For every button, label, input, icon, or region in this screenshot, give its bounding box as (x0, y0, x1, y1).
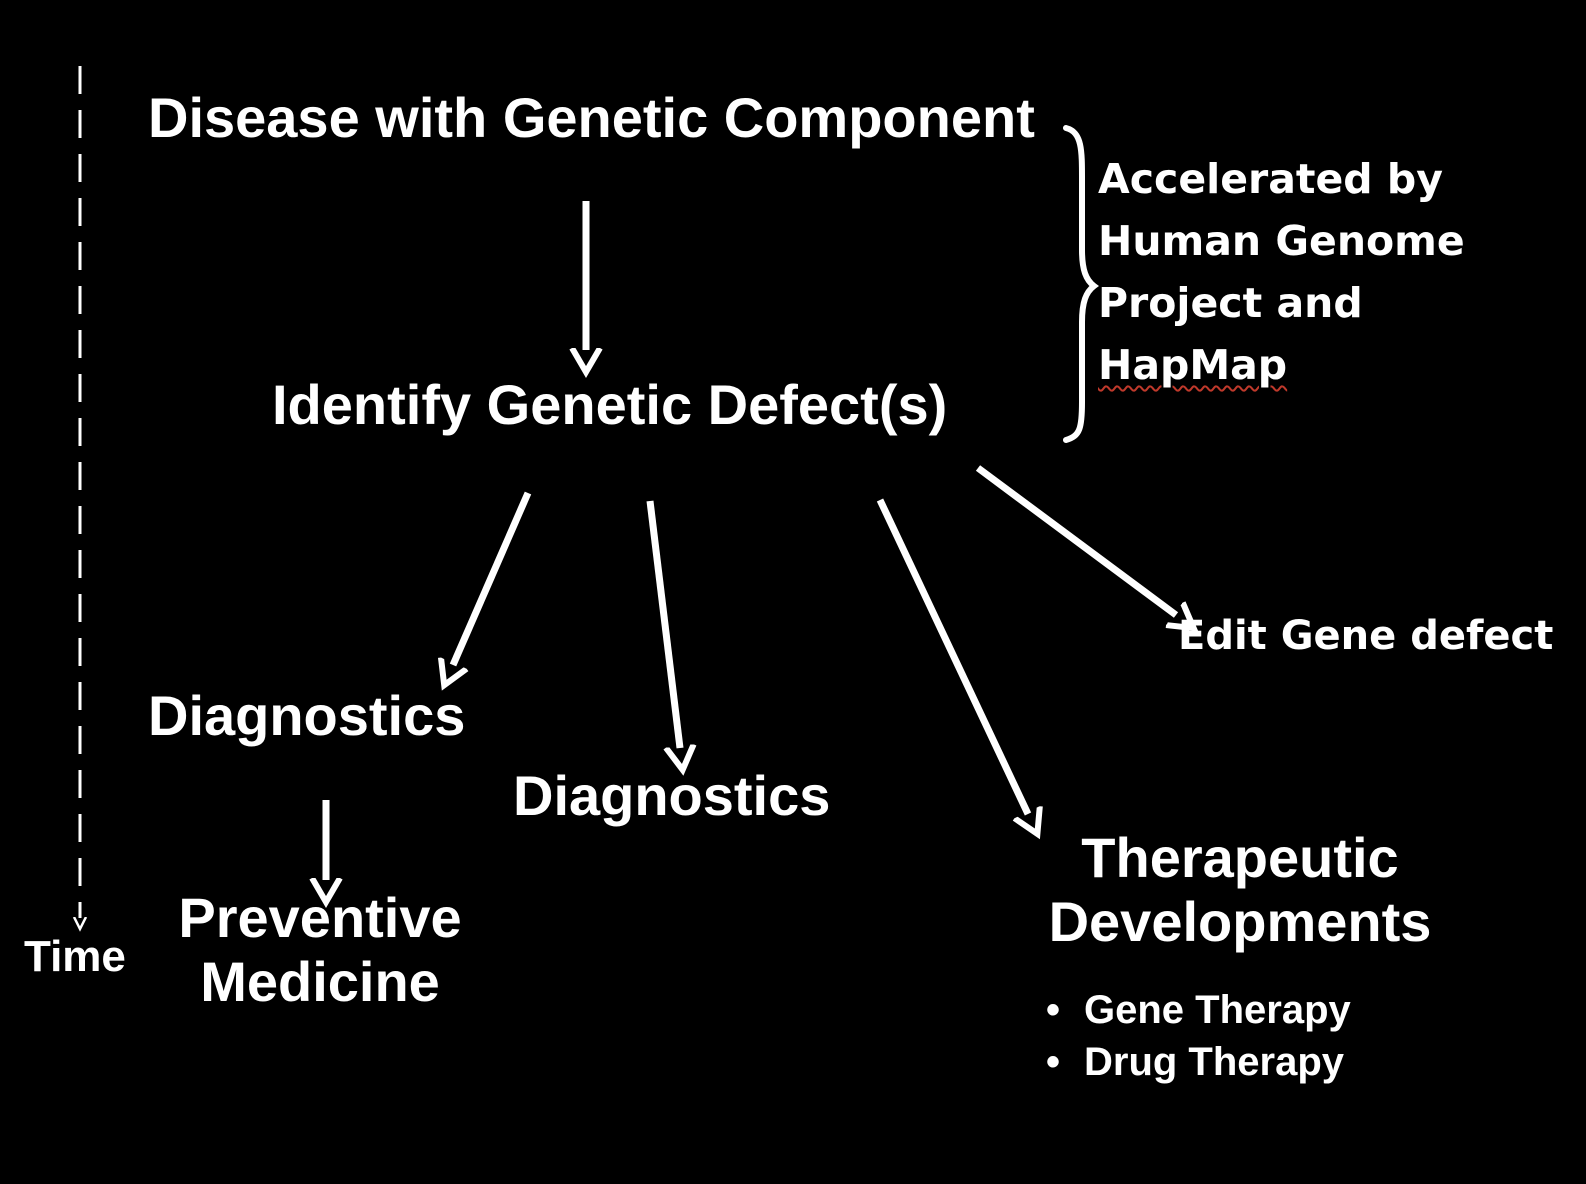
node-edit-gene-defect: Edit Gene defect (1178, 613, 1554, 659)
preventive-line-1: Preventive (178, 886, 462, 949)
list-item-drug-therapy: Drug Therapy (1046, 1036, 1351, 1088)
curly-brace (1063, 125, 1099, 443)
node-therapeutic-developments: Therapeutic Developments (1040, 826, 1440, 954)
preventive-line-2: Medicine (200, 950, 440, 1013)
arrow-identify-to-therapeutic (876, 498, 1028, 814)
therapy-bullet-list: Gene Therapy Drug Therapy (1046, 984, 1351, 1088)
arrow-identify-to-edit-gene (975, 465, 1176, 615)
node-identify-genetic-defects: Identify Genetic Defect(s) (272, 373, 948, 436)
node-diagnostics-center: Diagnostics (513, 764, 831, 827)
time-axis-label: Time (24, 932, 126, 981)
node-disease-with-genetic-component: Disease with Genetic Component (148, 86, 1035, 149)
node-diagnostics-left: Diagnostics (148, 684, 466, 747)
hapmap-spellcheck-word: HapMap (1098, 341, 1288, 389)
note-line-1: Accelerated by (1098, 155, 1443, 203)
therapeutic-line-1: Therapeutic (1081, 826, 1399, 889)
arrow-identify-to-diagnostics-center (646, 500, 680, 748)
therapeutic-line-2: Developments (1048, 890, 1432, 953)
note-line-2: Human Genome (1098, 217, 1465, 265)
note-accelerated-by: Accelerated by Human Genome Project and … (1098, 148, 1465, 396)
arrow-identify-to-diagnostics-left (453, 491, 532, 665)
node-preventive-medicine: Preventive Medicine (160, 886, 480, 1014)
note-line-4: HapMap (1098, 334, 1465, 396)
note-line-3: Project and (1098, 279, 1363, 327)
list-item-gene-therapy: Gene Therapy (1046, 984, 1351, 1036)
